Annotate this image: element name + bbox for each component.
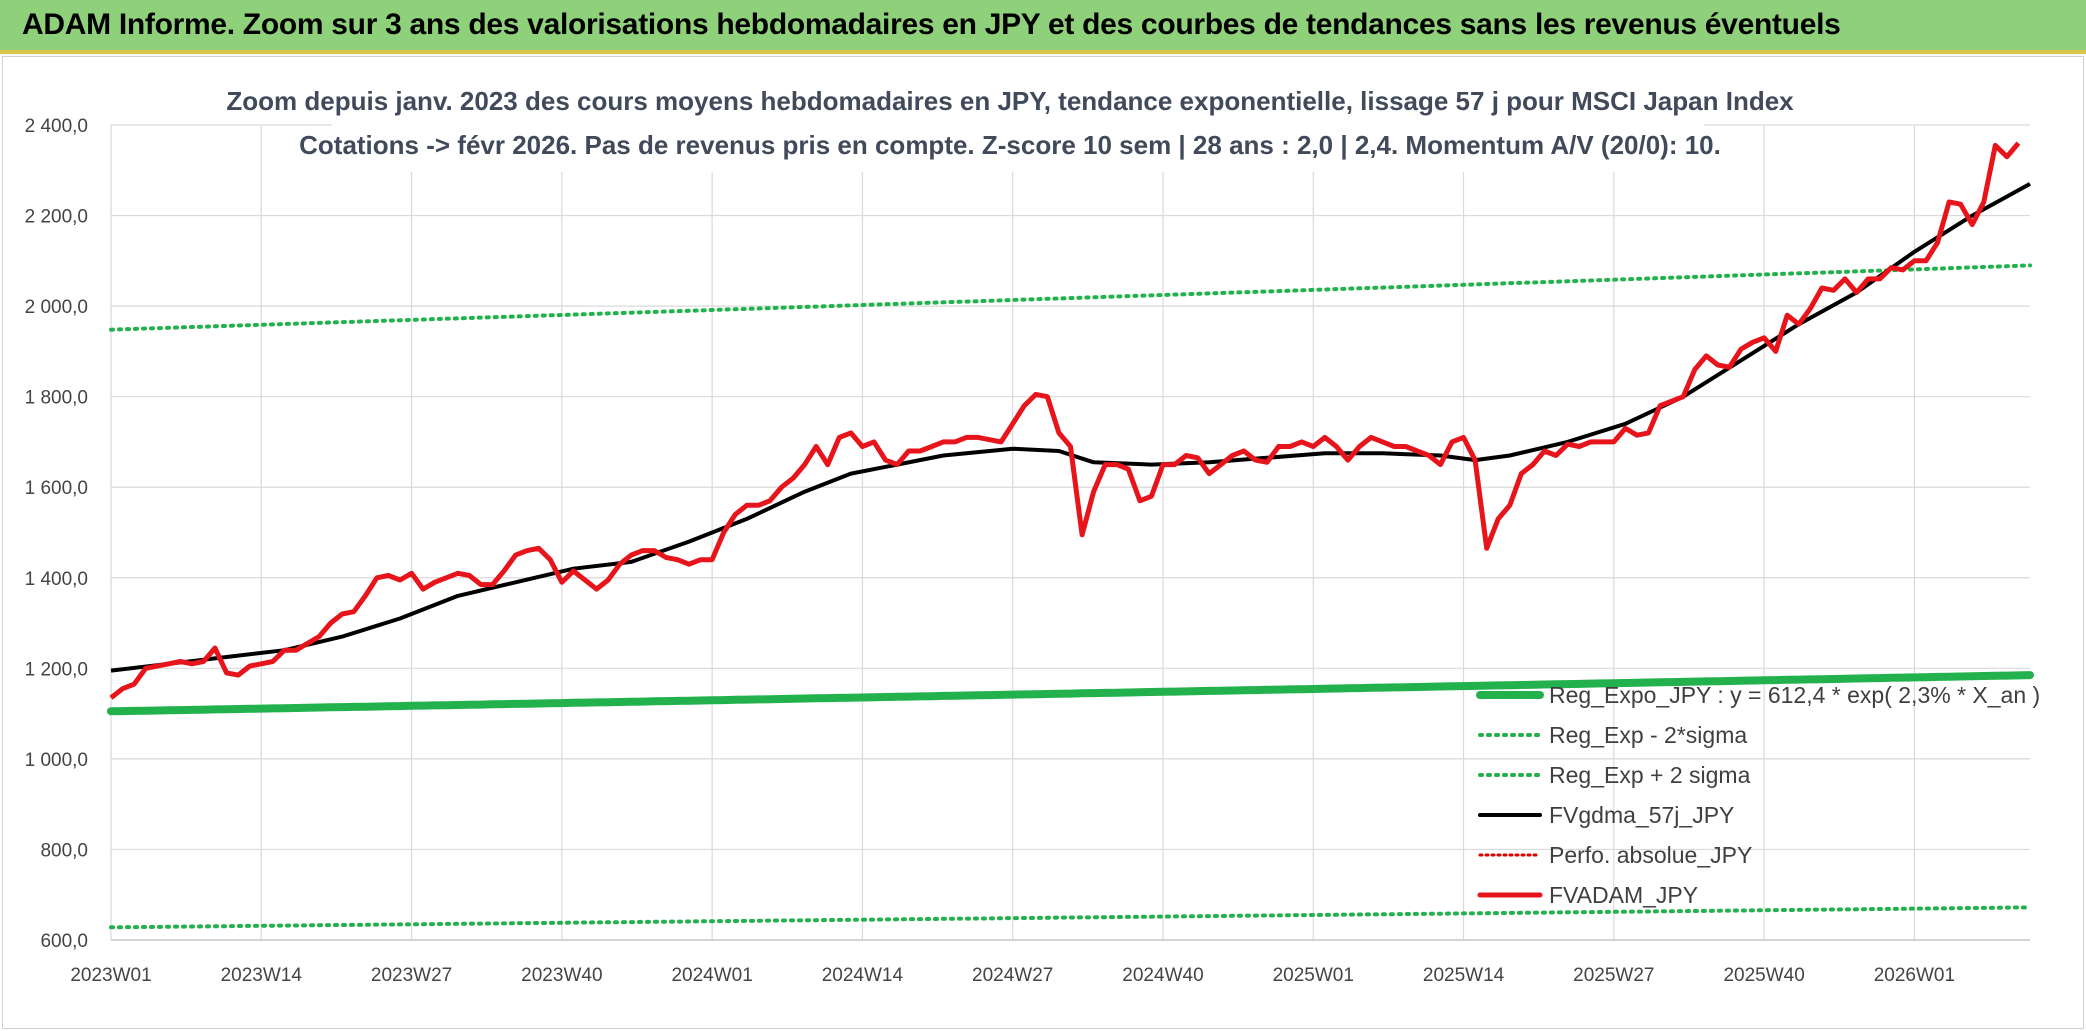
chart-title-line-2: Cotations -> févr 2026. Pas de revenus p…	[299, 130, 1721, 160]
series-reg-minus-2sigma	[109, 905, 2032, 930]
banner-stripe	[0, 50, 2086, 54]
x-tick-label: 2023W14	[221, 965, 303, 986]
y-tick-label: 2 000,0	[25, 297, 88, 318]
series-fvadam	[109, 141, 2021, 700]
x-tick-label: 2023W01	[70, 965, 151, 986]
report-title: ADAM Informe. Zoom sur 3 ans des valoris…	[22, 8, 1841, 41]
x-axis-ticks: 2023W01 2023W14 2023W27 2023W40 2024W01 2024W…	[70, 965, 1955, 986]
legend-label: FVADAM_JPY	[1549, 882, 1698, 908]
y-tick-label: 1 200,0	[25, 659, 88, 680]
legend-box	[1472, 676, 2030, 916]
y-tick-label: 1 800,0	[25, 388, 88, 409]
legend-label: Perfo. absolue_JPY	[1549, 842, 1752, 868]
series-layer	[107, 141, 2034, 930]
x-tick-label: 2024W14	[822, 965, 904, 986]
x-tick-label: 2026W01	[1874, 965, 1955, 986]
series-fvgdma	[110, 182, 2031, 673]
x-tick-label: 2025W01	[1273, 965, 1354, 986]
y-axis-ticks: 600,0 800,0 1 000,0 1 200,0 1 400,0 1 600,0 1 …	[25, 116, 88, 952]
series-reg-expo	[107, 671, 2034, 716]
y-tick-label: 600,0	[40, 931, 88, 952]
legend-label: FVgdma_57j_JPY	[1549, 802, 1734, 828]
x-tick-label: 2025W14	[1423, 965, 1505, 986]
x-tick-label: 2024W01	[671, 965, 752, 986]
x-tick-label: 2023W40	[521, 965, 602, 986]
y-tick-label: 800,0	[40, 840, 88, 861]
legend-label: Reg_Exp - 2*sigma	[1549, 722, 1747, 748]
y-tick-label: 1 600,0	[25, 478, 88, 499]
chart-frame	[2, 56, 2084, 1029]
y-tick-label: 1 400,0	[25, 569, 88, 590]
legend-label: Reg_Expo_JPY : y = 612,4 * exp( 2,3% * X…	[1549, 682, 2040, 708]
chart-title-line-1: Zoom depuis janv. 2023 des cours moyens …	[226, 86, 1794, 116]
y-tick-label: 2 400,0	[25, 116, 88, 137]
report-banner	[0, 0, 2086, 54]
y-tick-label: 1 000,0	[25, 750, 88, 771]
series-reg-plus-2sigma	[109, 263, 2032, 332]
x-tick-label: 2025W40	[1723, 965, 1804, 986]
x-tick-label: 2025W27	[1573, 965, 1654, 986]
x-tick-label: 2024W40	[1122, 965, 1203, 986]
x-tick-label: 2024W27	[972, 965, 1053, 986]
legend-label: Reg_Exp + 2 sigma	[1549, 762, 1751, 788]
grid-lines	[110, 124, 2030, 941]
title-backdrop	[332, 80, 1704, 172]
y-tick-label: 2 200,0	[25, 207, 88, 228]
x-tick-label: 2023W27	[371, 965, 452, 986]
legend: Reg_Expo_JPY : y = 612,4 * exp( 2,3% * X…	[1472, 676, 2040, 916]
